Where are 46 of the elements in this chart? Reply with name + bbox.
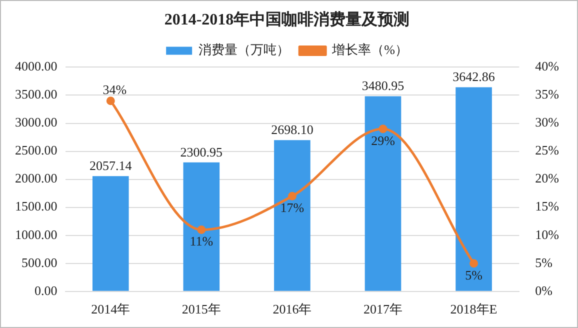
data-label: 29% [371,132,396,148]
data-label: 2698.10 [271,122,314,138]
data-label: 17% [280,200,304,216]
x-tick-label: 2017年 [363,302,402,317]
y2-tick-label: 30% [535,114,560,130]
y-tick-label: 1500.00 [15,198,58,214]
y-tick-label: 1000.00 [15,226,58,242]
y-tick-label: 2000.00 [15,170,58,186]
x-tick-label: 2018年E [450,302,498,317]
data-label: 5% [465,267,483,282]
legend-label: 增长率（%） [331,42,408,58]
point [378,124,388,134]
data-label: 3480.95 [362,78,404,94]
data-label: 11% [190,234,214,249]
point [106,96,115,106]
y-tick-label: 500.00 [22,254,58,270]
bar [183,162,220,291]
x-tick-label: 2015年 [182,302,221,317]
chart-title: 2014-2018年中国咖啡消费量及预测 [164,10,410,29]
x-tick-label: 2014年 [91,302,130,317]
bar [364,96,402,291]
point [197,225,206,234]
bar [92,176,129,291]
y2-tick-label: 0% [535,282,553,298]
data-label: 2057.14 [90,158,132,174]
bar [456,87,492,291]
y2-tick-label: 35% [535,86,560,102]
y2-tick-label: 10% [535,226,560,242]
point [470,259,478,268]
data-label: 3642.86 [452,69,496,84]
y-tick-label: 0.00 [34,282,58,298]
y2-tick-label: 40% [535,58,560,74]
y-tick-label: 4000.00 [15,58,58,74]
legend-label: 消费量（万吨） [198,42,290,58]
data-label: 2300.95 [180,144,223,160]
point [288,192,296,200]
y2-tick-label: 25% [535,142,560,158]
y2-tick-label: 20% [535,170,560,186]
y2-tick-label: 15% [535,198,560,214]
y-tick-label: 3500.00 [15,86,58,102]
y-tick-label: 2500.00 [15,142,58,158]
y-tick-label: 3000.00 [15,114,58,130]
bar [274,140,310,291]
x-tick-label: 2016年 [272,302,312,317]
data-label: 34% [102,82,127,97]
y2-tick-label: 5% [535,254,553,270]
